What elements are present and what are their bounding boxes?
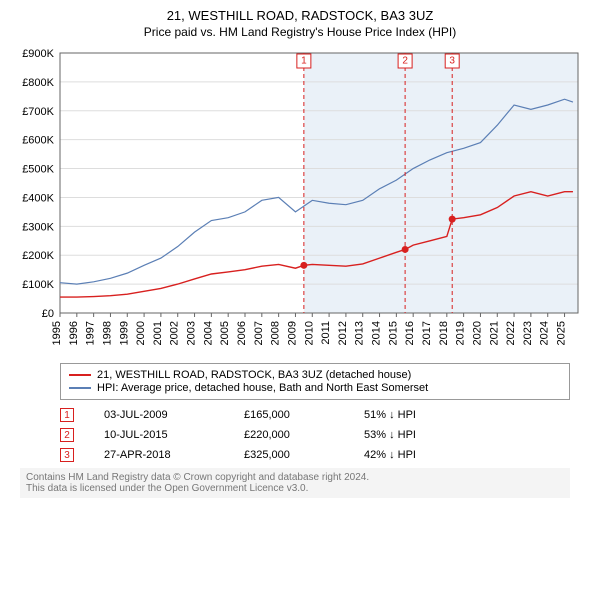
transaction-pct: 53% ↓ HPI xyxy=(364,429,416,441)
svg-text:£800K: £800K xyxy=(22,77,54,89)
svg-text:2008: 2008 xyxy=(270,321,282,345)
legend-label: HPI: Average price, detached house, Bath… xyxy=(97,382,428,394)
transaction-price: £220,000 xyxy=(244,429,334,441)
transaction-marker: 3 xyxy=(60,448,74,462)
svg-text:2017: 2017 xyxy=(421,321,433,345)
transaction-row: 1 03-JUL-2009 £165,000 51% ↓ HPI xyxy=(60,408,570,422)
license-notice: Contains HM Land Registry data © Crown c… xyxy=(20,468,570,498)
legend: 21, WESTHILL ROAD, RADSTOCK, BA3 3UZ (de… xyxy=(60,363,570,400)
svg-text:£200K: £200K xyxy=(22,250,54,262)
transaction-date: 27-APR-2018 xyxy=(104,449,214,461)
svg-text:1996: 1996 xyxy=(68,321,80,345)
svg-text:1998: 1998 xyxy=(101,321,113,345)
transaction-row: 2 10-JUL-2015 £220,000 53% ↓ HPI xyxy=(60,428,570,442)
svg-text:£400K: £400K xyxy=(22,192,54,204)
svg-text:£700K: £700K xyxy=(22,106,54,118)
svg-text:2016: 2016 xyxy=(404,321,416,345)
transaction-pct: 51% ↓ HPI xyxy=(364,409,416,421)
transaction-date: 03-JUL-2009 xyxy=(104,409,214,421)
transaction-row: 3 27-APR-2018 £325,000 42% ↓ HPI xyxy=(60,448,570,462)
transaction-table: 1 03-JUL-2009 £165,000 51% ↓ HPI 2 10-JUL-201… xyxy=(60,408,570,462)
svg-text:2025: 2025 xyxy=(556,321,568,345)
svg-text:2005: 2005 xyxy=(219,321,231,345)
svg-text:2022: 2022 xyxy=(505,321,517,345)
svg-text:2019: 2019 xyxy=(455,321,467,345)
transaction-marker: 1 xyxy=(60,408,74,422)
svg-text:2000: 2000 xyxy=(135,321,147,345)
svg-text:£500K: £500K xyxy=(22,164,54,176)
svg-text:2021: 2021 xyxy=(488,321,500,345)
license-line: This data is licensed under the Open Gov… xyxy=(26,483,564,494)
svg-text:3: 3 xyxy=(449,56,455,67)
svg-text:2002: 2002 xyxy=(169,321,181,345)
svg-text:2015: 2015 xyxy=(387,321,399,345)
transaction-price: £165,000 xyxy=(244,409,334,421)
svg-text:2010: 2010 xyxy=(303,321,315,345)
svg-text:£900K: £900K xyxy=(22,48,54,60)
legend-item: 21, WESTHILL ROAD, RADSTOCK, BA3 3UZ (de… xyxy=(69,369,561,381)
svg-text:£0: £0 xyxy=(42,308,54,320)
transaction-date: 10-JUL-2015 xyxy=(104,429,214,441)
svg-text:2018: 2018 xyxy=(438,321,450,345)
legend-swatch xyxy=(69,374,91,376)
transaction-pct: 42% ↓ HPI xyxy=(364,449,416,461)
svg-text:£300K: £300K xyxy=(22,221,54,233)
svg-text:£600K: £600K xyxy=(22,135,54,147)
svg-text:1999: 1999 xyxy=(118,321,130,345)
svg-text:2024: 2024 xyxy=(539,321,551,345)
legend-label: 21, WESTHILL ROAD, RADSTOCK, BA3 3UZ (de… xyxy=(97,369,411,381)
svg-text:2: 2 xyxy=(402,56,408,67)
legend-item: HPI: Average price, detached house, Bath… xyxy=(69,382,561,394)
svg-text:2001: 2001 xyxy=(152,321,164,345)
svg-text:2012: 2012 xyxy=(337,321,349,345)
chart-title: 21, WESTHILL ROAD, RADSTOCK, BA3 3UZ xyxy=(10,8,590,23)
svg-text:2003: 2003 xyxy=(186,321,198,345)
svg-text:2009: 2009 xyxy=(286,321,298,345)
svg-text:2011: 2011 xyxy=(320,321,332,345)
svg-text:2004: 2004 xyxy=(202,321,214,345)
svg-text:2007: 2007 xyxy=(253,321,265,345)
svg-text:£100K: £100K xyxy=(22,279,54,291)
chart-area: £0 £100K £200K £300K £400K £500K £600K £700K £80… xyxy=(10,47,590,357)
transaction-marker: 2 xyxy=(60,428,74,442)
license-line: Contains HM Land Registry data © Crown c… xyxy=(26,472,564,483)
chart-subtitle: Price paid vs. HM Land Registry's House … xyxy=(10,25,590,39)
svg-text:2020: 2020 xyxy=(471,321,483,345)
transaction-price: £325,000 xyxy=(244,449,334,461)
svg-text:2023: 2023 xyxy=(522,321,534,345)
svg-text:1995: 1995 xyxy=(51,321,63,345)
svg-text:2013: 2013 xyxy=(354,321,366,345)
legend-swatch xyxy=(69,387,91,389)
svg-text:2014: 2014 xyxy=(371,321,383,345)
svg-text:1997: 1997 xyxy=(85,321,97,345)
svg-text:2006: 2006 xyxy=(236,321,248,345)
svg-text:1: 1 xyxy=(301,56,307,67)
